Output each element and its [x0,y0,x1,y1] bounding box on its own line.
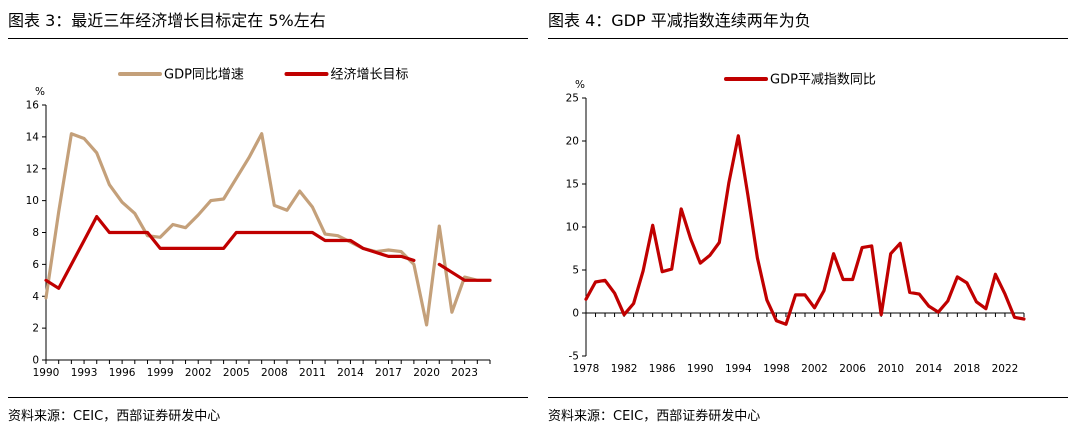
left-bottom-divider [8,397,528,398]
x-tick-label: 2014 [337,367,364,379]
y-tick-label: 6 [32,259,39,271]
left-chart-title: 图表 3：最近三年经济增长目标定在 5%左右 [8,11,326,30]
x-tick-label: 1996 [109,367,136,379]
y-unit-label: % [575,79,585,91]
y-tick-label: 0 [32,355,39,367]
x-tick-label: 1982 [611,363,638,375]
y-tick-label: 25 [566,93,579,105]
x-tick-label: 2014 [915,363,942,375]
gdp-deflator-chart: -5 0 5 10 15 20 25% 1978 1982 1986 1990 1994 1998 200… [566,73,1026,375]
series-1 [584,134,1026,326]
x-tick-label: 1990 [33,367,60,379]
legend-label: 经济增长目标 [331,68,409,83]
series-2 [44,215,492,290]
x-tick-label: 1993 [71,367,98,379]
left-title-divider [8,38,528,39]
legend-label: GDP同比增速 [164,68,244,83]
y-tick-label: -5 [569,351,579,363]
x-tick-label: 2022 [992,363,1019,375]
x-tick-label: 2002 [185,367,212,379]
x-tick-label: 2020 [413,367,440,379]
right-chart-panel: 图表 4：GDP 平减指数连续两年为负 -5 0 5 10 15 20 25% 1978 198… [548,0,1076,445]
x-tick-label: 2017 [375,367,402,379]
series-line [44,215,416,290]
y-tick-label: 20 [566,136,579,148]
y-unit-label: % [35,86,45,98]
x-tick-label: 2006 [839,363,866,375]
y-tick-label: 8 [32,227,39,239]
x-tick-label: 1978 [573,363,600,375]
y-tick-label: 10 [26,195,39,207]
x-tick-label: 2011 [299,367,326,379]
right-bottom-divider [548,397,1068,398]
x-tick-label: 2002 [801,363,828,375]
y-tick-label: 0 [572,308,579,320]
series-line [584,134,1026,326]
legend-label: GDP平减指数同比 [770,73,876,88]
right-chart-source: 资料来源：CEIC，西部证券研发中心 [548,409,761,424]
x-tick-label: 1999 [147,367,174,379]
x-tick-label: 2018 [954,363,981,375]
y-tick-label: 12 [26,163,39,175]
x-tick-label: 1990 [687,363,714,375]
series-line [437,262,492,282]
y-tick-label: 2 [32,323,39,335]
series-line [44,132,492,327]
y-tick-label: 4 [32,291,39,303]
left-chart-panel: 图表 3：最近三年经济增长目标定在 5%左右 0 2 4 6 8 10 12 14 16% 199… [8,0,536,445]
x-tick-label: 1998 [763,363,790,375]
x-tick-label: 2010 [877,363,904,375]
gdp-growth-target-chart: 0 2 4 6 8 10 12 14 16% 1990 1993 1996 1999 2002 2005 20… [26,68,492,379]
y-tick-label: 15 [566,179,579,191]
y-tick-label: 14 [26,131,40,143]
left-chart-source: 资料来源：CEIC，西部证券研发中心 [8,409,221,424]
y-tick-label: 16 [26,100,40,112]
x-tick-label: 1994 [725,363,752,375]
series-1 [44,132,492,327]
y-tick-label: 10 [566,222,579,234]
x-tick-label: 2005 [223,367,250,379]
right-title-divider [548,38,1068,39]
x-tick-label: 1986 [649,363,676,375]
right-chart-title: 图表 4：GDP 平减指数连续两年为负 [548,11,811,30]
y-tick-label: 5 [572,265,579,277]
x-tick-label: 2008 [261,367,288,379]
x-tick-label: 2023 [451,367,478,379]
